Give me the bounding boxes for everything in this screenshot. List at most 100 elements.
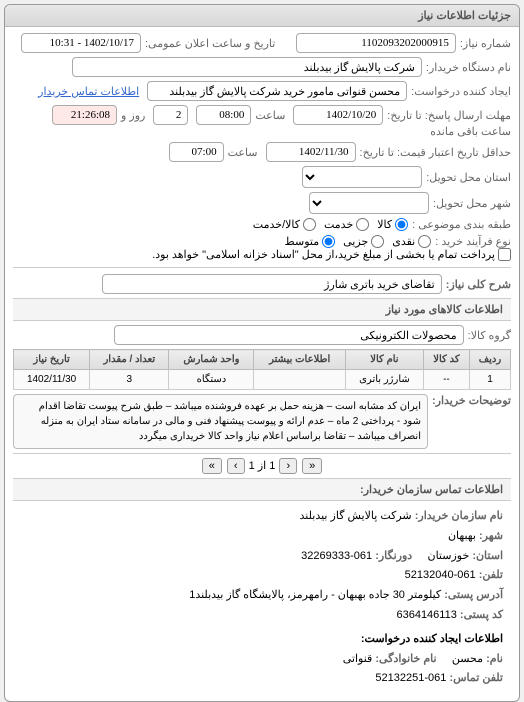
- contact-fax-value: 061-32269333: [301, 550, 372, 562]
- remaining-time-input[interactable]: [52, 105, 117, 125]
- panel-title: جزئیات اطلاعات نیاز: [5, 5, 519, 27]
- contact-fax-label: دورنگار:: [375, 550, 412, 562]
- radio-partial-label: جزیی: [343, 235, 368, 248]
- contact-province-value: خوزستان: [427, 550, 469, 562]
- payment-label: نوع فرآیند خرید :: [435, 235, 511, 248]
- table-row[interactable]: 1 -- شارژر باتری دستگاه 3 1402/11/30: [14, 370, 511, 390]
- time-label-1: ساعت: [255, 109, 285, 122]
- radio-cash[interactable]: نقدی: [392, 235, 431, 248]
- contact-city-value: بهبهان: [448, 530, 476, 542]
- validity-time-input[interactable]: [169, 142, 224, 162]
- col-need-date: تاریخ نیاز: [14, 350, 90, 370]
- pager-of: از: [258, 460, 266, 472]
- contact-address-value: کیلومتر 30 جاده بهبهان - رامهرمز، پالایش…: [189, 589, 441, 601]
- contact-org-value: شرکت پالایش گاز بیدبلند: [300, 510, 412, 522]
- deadline-date-input[interactable]: [293, 105, 383, 125]
- radio-goods-input[interactable]: [395, 218, 408, 231]
- panel-body: شماره نیاز: تاریخ و ساعت اعلان عمومی: نا…: [5, 27, 519, 701]
- contact-province-fax-row: استان: خوزستان دورنگار: 061-32269333: [21, 547, 503, 567]
- creator-family-value: قنواتی: [343, 653, 373, 665]
- radio-goods-label: کالا: [377, 218, 392, 231]
- contact-link[interactable]: اطلاعات تماس خریدار: [38, 85, 139, 98]
- deadline-time-input[interactable]: [196, 105, 251, 125]
- row-province: استان محل تحویل:: [13, 166, 511, 188]
- col-item-code: کد کالا: [423, 350, 469, 370]
- row-general-desc: شرح کلی نیاز:: [13, 274, 511, 294]
- radio-cash-label: نقدی: [392, 235, 415, 248]
- subject-class-label: طبقه بندی موضوعی :: [412, 218, 511, 231]
- creator-family-label: نام خانوادگی:: [375, 653, 436, 665]
- days-input[interactable]: [153, 105, 188, 125]
- validity-date-input[interactable]: [266, 142, 356, 162]
- col-unit: واحد شمارش: [169, 350, 254, 370]
- general-desc-input[interactable]: [102, 274, 442, 294]
- row-notes: توضیحات خریدار: ایران کد مشابه است – هزی…: [13, 394, 511, 449]
- details-panel: جزئیات اطلاعات نیاز شماره نیاز: تاریخ و …: [4, 4, 520, 702]
- radio-goods[interactable]: کالا: [377, 218, 408, 231]
- request-number-input[interactable]: [296, 33, 456, 53]
- cell-unit: دستگاه: [169, 370, 254, 390]
- row-deadline: مهلت ارسال پاسخ: تا تاریخ: ساعت روز و سا…: [13, 105, 511, 138]
- creator-phone-label: تلفن تماس:: [449, 672, 503, 684]
- goods-group-label: گروه کالا:: [468, 329, 511, 342]
- general-desc-label: شرح کلی نیاز:: [446, 278, 511, 291]
- remaining-label: ساعت باقی مانده: [430, 125, 511, 138]
- deadline-label: مهلت ارسال پاسخ: تا تاریخ:: [387, 109, 511, 122]
- payment-note-checkbox[interactable]: [498, 248, 511, 261]
- radio-medium[interactable]: متوسط: [285, 235, 336, 248]
- request-number-label: شماره نیاز:: [460, 37, 511, 50]
- radio-service-label: خدمت: [324, 218, 353, 231]
- notes-text: ایران کد مشابه است – هزینه حمل بر عهده ف…: [13, 394, 428, 449]
- goods-group-input[interactable]: [114, 325, 464, 345]
- payment-note-check[interactable]: پرداخت تمام یا بخشی از مبلغ خرید،از محل …: [152, 248, 511, 261]
- radio-cash-input[interactable]: [418, 235, 431, 248]
- row-payment: نوع فرآیند خرید : نقدی جزیی متوسط پرداخت…: [13, 235, 511, 261]
- time-label-2: ساعت: [228, 146, 258, 159]
- row-request-number: شماره نیاز: تاریخ و ساعت اعلان عمومی:: [13, 33, 511, 53]
- items-table-header-row: ردیف کد کالا نام کالا اطلاعات بیشتر واحد…: [14, 350, 511, 370]
- contact-postal-row: کد پستی: 6364146113: [21, 606, 503, 626]
- row-subject-class: طبقه بندی موضوعی : کالا خدمت کالا/خدمت: [13, 218, 511, 231]
- row-city: شهر محل تحویل:: [13, 192, 511, 214]
- province-select[interactable]: [302, 166, 422, 188]
- contact-city-label: شهر:: [479, 530, 503, 542]
- items-table: ردیف کد کالا نام کالا اطلاعات بیشتر واحد…: [13, 349, 511, 390]
- pager-first[interactable]: «: [302, 458, 322, 474]
- contact-org-label: نام سازمان خریدار:: [415, 510, 503, 522]
- creator-phone-value: 061-52132251: [375, 672, 446, 684]
- province-label: استان محل تحویل:: [426, 171, 511, 184]
- contact-org-row: نام سازمان خریدار: شرکت پالایش گاز بیدبل…: [21, 507, 503, 527]
- pager-prev[interactable]: ‹: [279, 458, 297, 474]
- payment-radio-group: نقدی جزیی متوسط: [285, 235, 432, 248]
- contact-info: نام سازمان خریدار: شرکت پالایش گاز بیدبل…: [13, 501, 511, 695]
- cell-detailed-desc: [254, 370, 346, 390]
- radio-medium-input[interactable]: [322, 235, 335, 248]
- pager-last[interactable]: »: [202, 458, 222, 474]
- creator-label: ایجاد کننده درخواست:: [411, 85, 511, 98]
- cell-need-date: 1402/11/30: [14, 370, 90, 390]
- city-select[interactable]: [309, 192, 429, 214]
- radio-service[interactable]: خدمت: [324, 218, 369, 231]
- cell-item-name: شارژر باتری: [346, 370, 424, 390]
- col-qty: تعداد / مقدار: [90, 350, 169, 370]
- creator-name-row: نام: محسن نام خانوادگی: قنواتی: [21, 650, 503, 670]
- cell-item-code: --: [423, 370, 469, 390]
- pager-next[interactable]: ›: [227, 458, 245, 474]
- pager-page: 1: [269, 460, 275, 472]
- radio-both[interactable]: کالا/خدمت: [253, 218, 316, 231]
- announce-date-input[interactable]: [21, 33, 141, 53]
- subject-radio-group: کالا خدمت کالا/خدمت: [253, 218, 408, 231]
- contact-phone-label: تلفن:: [479, 569, 503, 581]
- notes-label: توضیحات خریدار:: [432, 394, 511, 407]
- pager: « ‹ 1 از 1 › »: [13, 453, 511, 478]
- radio-both-input[interactable]: [303, 218, 316, 231]
- radio-service-input[interactable]: [356, 218, 369, 231]
- contact-phone-row: تلفن: 061-52132040: [21, 566, 503, 586]
- radio-partial[interactable]: جزیی: [343, 235, 384, 248]
- creator-phone-row: تلفن تماس: 061-52132251: [21, 669, 503, 689]
- radio-partial-input[interactable]: [371, 235, 384, 248]
- buyer-org-input[interactable]: [72, 57, 422, 77]
- creator-input[interactable]: [147, 81, 407, 101]
- cell-qty: 3: [90, 370, 169, 390]
- validity-label: حداقل تاریخ اعتبار قیمت: تا تاریخ:: [360, 146, 511, 159]
